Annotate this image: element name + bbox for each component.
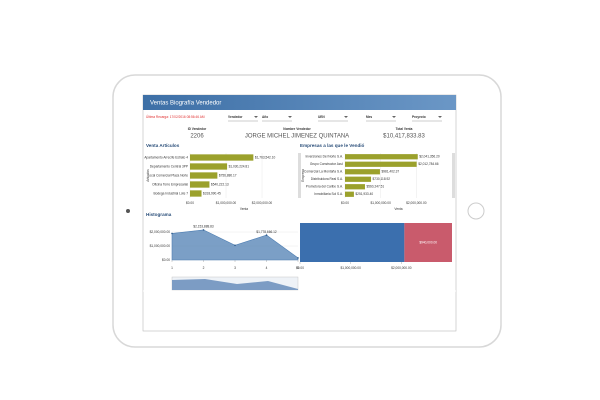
data-label: $940,000.00 bbox=[419, 240, 437, 244]
scrollbar[interactable] bbox=[298, 153, 301, 198]
x-tick-label: $0.00 bbox=[341, 201, 349, 205]
dropdown-arrow[interactable] bbox=[344, 116, 348, 118]
y-tick-label: Oficina Torre Empresarial bbox=[152, 182, 188, 186]
x-tick-label: 2 bbox=[203, 266, 205, 270]
bar[interactable] bbox=[190, 172, 218, 179]
dropdown-arrow[interactable] bbox=[254, 116, 258, 118]
chart-title: Venta Artículos bbox=[146, 143, 180, 148]
x-tick-label: $0.00 bbox=[296, 266, 304, 270]
scrollbar[interactable] bbox=[452, 153, 455, 198]
kpi-value: JORGE MICHEL JIMENEZ QUINTANA bbox=[245, 134, 349, 140]
dropdown-arrow[interactable] bbox=[288, 116, 292, 118]
y-tick-label: Comercial La Montaña S.A. bbox=[304, 170, 343, 174]
header-bar bbox=[143, 95, 456, 110]
x-tick-label: 5 bbox=[297, 266, 299, 270]
bar[interactable] bbox=[190, 163, 228, 170]
x-tick-label: $1,000,000.00 bbox=[370, 201, 391, 205]
navigator-shape bbox=[172, 279, 298, 290]
bar[interactable] bbox=[345, 176, 372, 182]
y-tick-label: $2,000,000.00 bbox=[150, 230, 171, 234]
axis-title: Empresa bbox=[301, 169, 305, 182]
x-tick-label: 1 bbox=[171, 266, 173, 270]
kpi-label: ID Vendedor bbox=[188, 127, 207, 131]
bar-segment[interactable] bbox=[300, 223, 405, 262]
filter-label[interactable]: Mes bbox=[366, 115, 372, 119]
data-label: $981,402.37 bbox=[381, 170, 399, 174]
x-tick-label: $1,000,000.00 bbox=[340, 266, 361, 270]
x-tick-label: 4 bbox=[266, 266, 268, 270]
bar[interactable] bbox=[345, 191, 354, 197]
bar[interactable] bbox=[345, 184, 365, 190]
kpi-value: $10,417,833.83 bbox=[383, 134, 425, 140]
bar[interactable] bbox=[345, 161, 417, 167]
bar[interactable] bbox=[190, 154, 254, 161]
filter-label[interactable]: Año bbox=[262, 115, 268, 119]
y-tick-label: Promotora del Caribe S.A. bbox=[306, 185, 343, 189]
filter-label[interactable]: Proyecto bbox=[412, 115, 426, 119]
bar[interactable] bbox=[345, 169, 380, 175]
point[interactable] bbox=[202, 229, 205, 231]
bar[interactable] bbox=[345, 154, 418, 160]
x-tick-label: $2,000,000.00 bbox=[252, 201, 273, 205]
y-tick-label: Bodega Industrial Lote 7 bbox=[153, 191, 188, 195]
area bbox=[171, 229, 299, 261]
point[interactable] bbox=[234, 244, 236, 247]
x-tick-label: 3 bbox=[234, 266, 236, 270]
point[interactable] bbox=[265, 234, 268, 236]
data-label: $2,153,888.83 bbox=[193, 225, 214, 229]
camera bbox=[126, 209, 130, 213]
data-label: $560,247.51 bbox=[366, 185, 384, 189]
y-tick-label: Local Comercial Plaza Norte bbox=[148, 173, 189, 177]
x-tick-label: $2,000,000.00 bbox=[391, 266, 412, 270]
bar[interactable] bbox=[190, 190, 202, 197]
x-tick-label: $0.00 bbox=[186, 201, 194, 205]
y-tick-label: Distribuidora Real S.A. bbox=[311, 177, 343, 181]
chart-title: Histograma bbox=[146, 212, 172, 217]
kpi-label: Nombre Vendedor bbox=[283, 127, 311, 131]
data-label: $2,041,356.20 bbox=[419, 155, 440, 159]
dropdown-arrow[interactable] bbox=[392, 116, 396, 118]
data-label: $2,012,784.66 bbox=[418, 162, 439, 166]
point[interactable] bbox=[171, 232, 173, 235]
filter-label[interactable]: Vendedor bbox=[228, 115, 243, 119]
data-label: $730,118.92 bbox=[373, 177, 391, 181]
y-tick-label: Grupo Constructor Azul bbox=[310, 162, 343, 166]
screen bbox=[142, 94, 457, 332]
y-tick-label: Inmobiliaria Sol S.A. bbox=[314, 192, 343, 196]
y-tick-label: $1,000,000.00 bbox=[150, 244, 171, 248]
axis-title: Artículos bbox=[146, 169, 150, 182]
data-label: $540,222.13 bbox=[211, 182, 229, 186]
dropdown-arrow[interactable] bbox=[438, 116, 442, 118]
axis-title: Venta bbox=[240, 207, 248, 211]
y-tick-label: Apartamento Arrecife Estrato 4 bbox=[144, 155, 188, 159]
y-tick-label: Inversiones Del Norte S.A. bbox=[305, 155, 343, 159]
header-title: Ventas Biografía Vendedor bbox=[150, 101, 221, 107]
y-tick-label: $0.00 bbox=[162, 258, 170, 262]
data-label: $318,990.45 bbox=[203, 191, 221, 195]
data-label: $756,880.17 bbox=[219, 173, 237, 177]
last-refresh: Última Recarga: 17/02/2016 08:56:46 AM bbox=[146, 114, 205, 119]
data-label: $251,933.40 bbox=[355, 192, 373, 196]
data-label: $1,763,542.10 bbox=[255, 155, 276, 159]
y-tick-label: Departamento Central 3PP bbox=[150, 164, 188, 168]
axis-title: Venta bbox=[394, 207, 402, 211]
data-label: $1,030,224.81 bbox=[229, 164, 250, 168]
bar[interactable] bbox=[190, 181, 210, 188]
kpi-label: Total Venta bbox=[396, 127, 413, 131]
home-button[interactable] bbox=[467, 202, 485, 220]
point[interactable] bbox=[297, 257, 299, 259]
filter-label[interactable]: UEN bbox=[318, 115, 325, 119]
data-label: $1,778,666.12 bbox=[256, 230, 277, 234]
x-tick-label: $2,000,000.00 bbox=[406, 201, 427, 205]
kpi-value: 2206 bbox=[190, 134, 204, 140]
chart-title: Empresas a las que le Vendió bbox=[300, 143, 365, 148]
bar-segment[interactable] bbox=[404, 223, 452, 262]
x-tick-label: $1,000,000.00 bbox=[216, 201, 237, 205]
